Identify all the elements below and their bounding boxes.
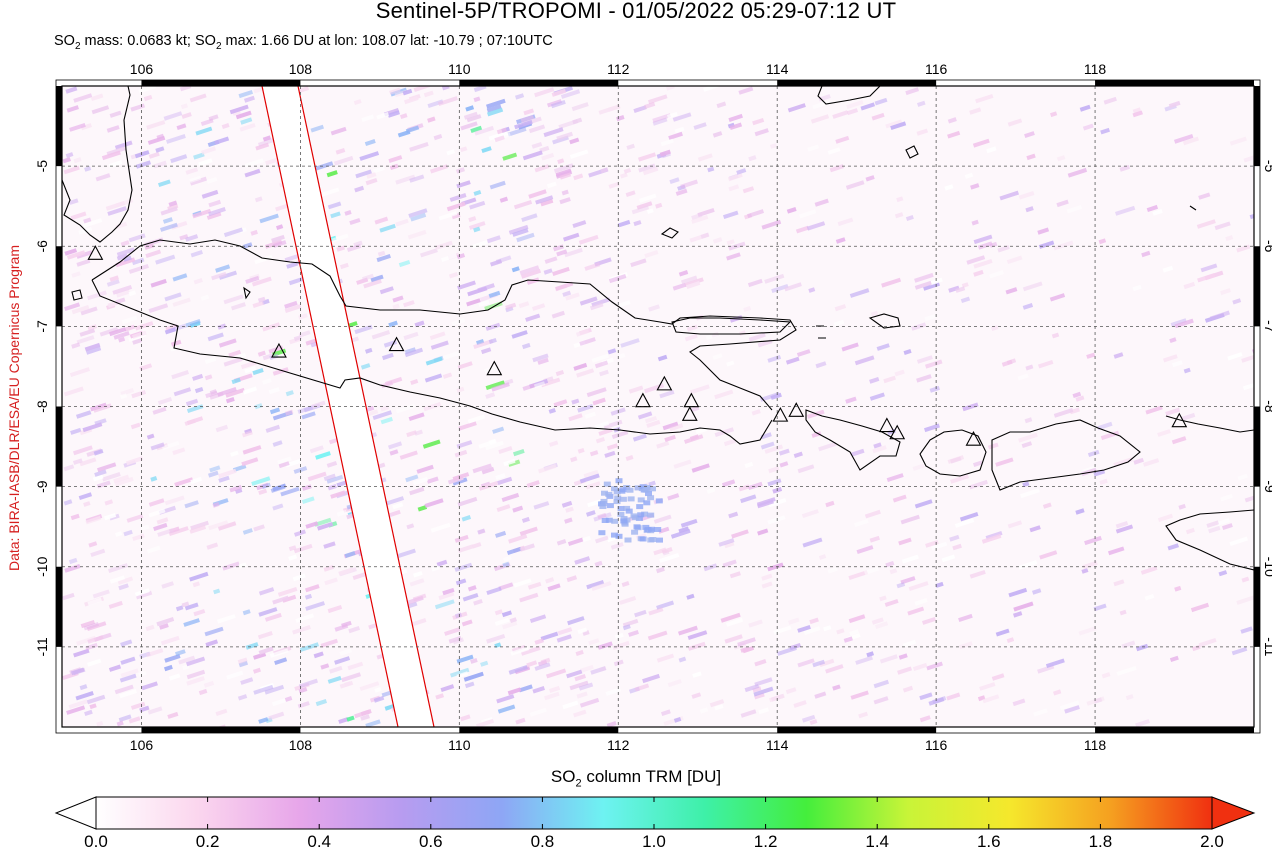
- lat-tick-label-right: -6: [1262, 240, 1272, 253]
- lat-tick-label-right: -7: [1262, 320, 1272, 333]
- volcano-marker: [965, 430, 982, 446]
- colorbar-tick-label: 1.8: [1088, 832, 1113, 851]
- lon-tick-label-top: 116: [925, 61, 948, 77]
- colorbar-tick-label: 0.0: [84, 832, 108, 851]
- frame-scale-bars: [55, 79, 1261, 734]
- coast-sumatra: [62, 86, 133, 243]
- colorbar-ticks: [95, 797, 1213, 829]
- coast-bali: [805, 409, 901, 471]
- lon-tick-label-top: 112: [607, 61, 630, 77]
- coast-java-north: [91, 239, 797, 411]
- lon-tick-label-bottom: 112: [607, 737, 630, 753]
- volcano-marker: [388, 336, 405, 352]
- swath-edge-left: [261, 86, 399, 727]
- coast-madura: [671, 317, 792, 335]
- volcano-marker: [878, 417, 895, 433]
- volcano-marker: [788, 402, 805, 417]
- volcano-marker: [681, 406, 698, 421]
- colorbar-max-arrow: [1211, 796, 1256, 830]
- coast-sumba: [1165, 509, 1254, 571]
- coast-karimunjawa: [660, 227, 679, 239]
- coast-kalimantan: [817, 86, 881, 105]
- lon-tick-label-bottom: 118: [1084, 737, 1107, 753]
- coastlines: [62, 86, 1254, 571]
- coast-lombok: [919, 429, 987, 477]
- coast-islet-b: [71, 289, 83, 301]
- coast-islet-c: [816, 325, 826, 339]
- lat-tick-label-right: -9: [1262, 480, 1272, 493]
- lon-tick-label-top: 108: [289, 61, 313, 77]
- coast-kangean: [905, 145, 1197, 211]
- coast-islet-a: [243, 286, 251, 300]
- colorbar-tick-label: 0.2: [195, 832, 220, 851]
- lon-tick-label-bottom: 106: [130, 737, 154, 753]
- colorbar-tick-label: 0.8: [530, 832, 555, 851]
- volcano-marker: [87, 245, 104, 260]
- coast-bawean: [868, 313, 901, 329]
- volcano-marker: [772, 406, 789, 422]
- lon-tick-label-top: 114: [766, 61, 789, 77]
- colorbar-tick-label: 0.6: [418, 832, 443, 851]
- lat-tick-label-left: -6: [34, 240, 50, 253]
- colorbar-tick-label: 2.0: [1200, 832, 1224, 851]
- colorbar-tick-label: 1.4: [865, 832, 889, 851]
- lon-tick-label-bottom: 108: [289, 737, 313, 753]
- lat-tick-label-left: -9: [34, 480, 50, 493]
- so2-pixel-field: [62, 86, 1254, 727]
- lon-tick-label-top: 110: [448, 61, 471, 77]
- volcano-markers: [87, 245, 1188, 446]
- lat-tick-label-left: -11: [34, 637, 50, 656]
- lat-lon-grid: [62, 86, 1254, 727]
- colorbar: [54, 796, 1256, 830]
- volcano-marker: [1171, 412, 1188, 428]
- map-title: Sentinel-5P/TROPOMI - 01/05/2022 05:29-0…: [375, 0, 897, 23]
- coast-flores: [1165, 415, 1254, 433]
- volcano-marker: [656, 375, 673, 391]
- coast-java-south: [91, 279, 773, 445]
- swath-edge-right: [297, 86, 435, 727]
- colorbar-tick-label: 0.4: [307, 832, 331, 851]
- lon-tick-label-bottom: 110: [448, 737, 471, 753]
- so2-summary: SO2 mass: 0.0683 kt; SO2 max: 1.66 DU at…: [54, 33, 553, 52]
- volcano-marker: [683, 392, 700, 408]
- lat-tick-label-left: -8: [34, 400, 50, 413]
- lat-tick-label-left: -10: [34, 556, 50, 576]
- volcano-marker: [271, 342, 287, 358]
- volcano-marker: [634, 392, 651, 408]
- colorbar-min-arrow: [54, 796, 97, 830]
- lon-tick-label-top: 118: [1084, 61, 1107, 77]
- axis-labels: 106 106 108 108 110 110 112 112 114 114 116 116 118 1…: [34, 61, 1272, 753]
- colorbar-tick-label: 1.2: [753, 832, 778, 851]
- lat-tick-label-left: -5: [34, 160, 50, 173]
- coast-sumbawa: [991, 419, 1141, 491]
- volcano-marker: [486, 360, 503, 376]
- lon-tick-label-top: 106: [130, 61, 154, 77]
- lon-tick-label-bottom: 116: [925, 737, 948, 753]
- colorbar-tick-label: 1.0: [642, 832, 666, 851]
- volcano-marker: [889, 424, 906, 440]
- lat-tick-label-left: -7: [34, 320, 50, 333]
- lat-tick-label-right: -5: [1262, 160, 1272, 173]
- lat-tick-label-right: -11: [1262, 637, 1272, 656]
- lon-tick-label-bottom: 114: [766, 737, 789, 753]
- lat-tick-label-right: -8: [1262, 400, 1272, 413]
- colorbar-title: SO2 column TRM [DU]: [550, 767, 722, 790]
- lat-tick-label-right: -10: [1262, 557, 1272, 577]
- colorbar-tick-label: 1.6: [976, 832, 1001, 851]
